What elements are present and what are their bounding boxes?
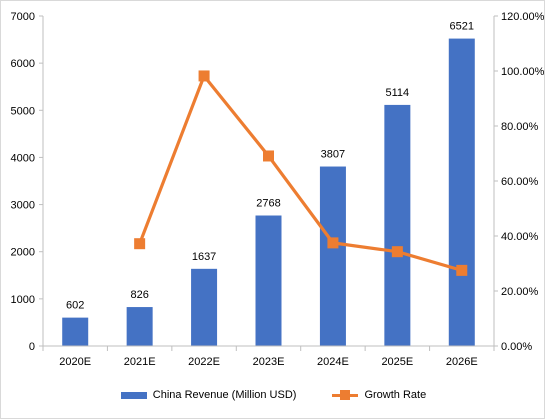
bar-value-label: 602 <box>66 300 84 312</box>
legend-swatch-growth <box>332 390 359 400</box>
legend: China Revenue (Million USD) Growth Rate <box>1 389 545 401</box>
x-tick-label: 2021E <box>124 356 156 368</box>
right-tick-label: 80.00% <box>501 121 539 133</box>
left-tick-label: 5000 <box>11 105 35 117</box>
bar-2020E <box>62 317 89 346</box>
legend-item-growth: Growth Rate <box>332 389 426 401</box>
bar-value-label: 2768 <box>256 198 280 210</box>
growth-point-2023E <box>263 150 274 162</box>
bar-value-label: 3807 <box>321 149 345 161</box>
right-tick-label: 20.00% <box>501 286 539 298</box>
bar-value-label: 6521 <box>450 21 474 33</box>
left-tick-label: 1000 <box>11 294 35 306</box>
bar-2026E <box>448 38 475 347</box>
right-tick-label: 60.00% <box>501 176 539 188</box>
right-tick-label: 120.00% <box>501 11 545 23</box>
growth-point-2025E <box>391 246 403 258</box>
legend-item-revenue: China Revenue (Million USD) <box>120 389 297 401</box>
bar-2023E <box>255 215 282 346</box>
x-tick-label: 2025E <box>381 356 413 368</box>
left-tick-label: 0 <box>29 341 35 353</box>
bar-2025E <box>384 104 411 346</box>
x-tick-label: 2020E <box>59 356 91 368</box>
left-tick-label: 6000 <box>11 58 35 70</box>
bar-value-label: 5114 <box>386 87 410 99</box>
right-tick-label: 40.00% <box>501 231 539 243</box>
legend-label-growth: Growth Rate <box>364 389 427 401</box>
left-tick-label: 2000 <box>11 247 35 259</box>
combo-chart: 602 826 1637 2768 3807 5114 6521 0 1000 2000 3000… <box>11 11 545 368</box>
left-tick-label: 3000 <box>11 200 35 212</box>
growth-point-2024E <box>327 237 339 249</box>
left-tick-label: 4000 <box>11 152 35 164</box>
bar-2022E <box>191 268 218 346</box>
left-tick-label: 7000 <box>11 11 35 23</box>
legend-label-revenue: China Revenue (Million USD) <box>152 389 297 401</box>
right-tick-label: 100.00% <box>501 66 545 78</box>
x-tick-label: 2024E <box>317 356 349 368</box>
right-tick-label: 0.00% <box>501 341 532 353</box>
bar-value-label: 1637 <box>192 251 216 263</box>
bar-2021E <box>126 307 153 346</box>
x-tick-label: 2023E <box>253 356 285 368</box>
growth-point-2021E <box>134 238 146 250</box>
x-tick-label: 2022E <box>188 356 220 368</box>
bar-value-label: 826 <box>130 289 148 301</box>
x-tick-label: 2026E <box>446 356 478 368</box>
growth-point-2022E <box>198 70 210 82</box>
bar-2024E <box>319 166 346 346</box>
growth-rate-line <box>138 74 463 272</box>
growth-point-2026E <box>456 264 468 276</box>
legend-swatch-revenue <box>120 391 147 399</box>
